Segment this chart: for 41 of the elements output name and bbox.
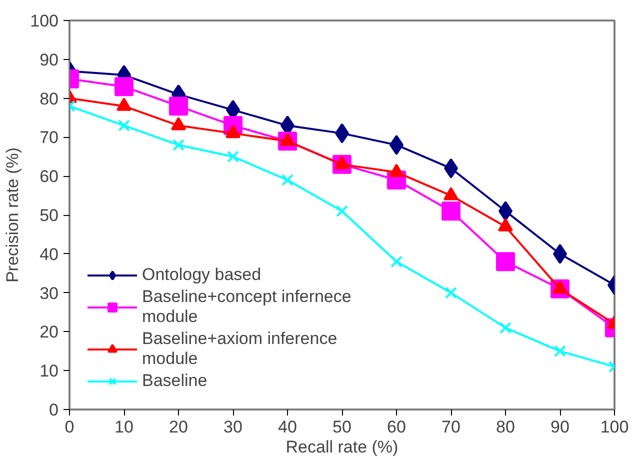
point — [282, 174, 294, 186]
x-axis-title: Recall rate (%) — [286, 438, 398, 456]
x-tick-label: 20 — [169, 418, 188, 436]
point — [442, 202, 460, 221]
y-tick-label: 10 — [40, 362, 59, 381]
x-tick-label: 70 — [442, 418, 460, 436]
y-tick-label: 50 — [40, 206, 59, 225]
y-tick-label: 70 — [40, 128, 59, 148]
y-tick-label: 100 — [30, 12, 59, 30]
x-tick-label: 60 — [387, 418, 406, 436]
point — [114, 77, 134, 96]
x-tick-label: 100 — [600, 418, 629, 436]
legend-label: Baseline — [142, 371, 208, 391]
point — [445, 286, 457, 299]
x-tick-label: 90 — [550, 418, 570, 436]
point — [554, 345, 566, 358]
point — [336, 205, 348, 218]
legend-label: Baseline+concept infernece module — [142, 287, 352, 327]
y-tick-label: 80 — [40, 89, 59, 108]
point — [118, 120, 130, 132]
legend-label: Ontology based — [142, 265, 262, 285]
point — [227, 150, 239, 163]
y-tick-label: 30 — [40, 284, 59, 303]
y-tick-label: 60 — [40, 167, 59, 186]
y-tick-label: 40 — [40, 244, 59, 264]
y-axis-title: Precision rate (%) — [3, 147, 22, 283]
x-tick-label: 10 — [114, 418, 134, 436]
legend-label: Baseline+axiom inference module — [142, 329, 338, 369]
y-tick-label: 0 — [49, 400, 59, 420]
x-tick-label: 30 — [224, 418, 242, 436]
point — [172, 139, 184, 151]
x-tick-label: 0 — [64, 418, 74, 436]
y-tick-label: 90 — [40, 50, 59, 70]
point — [500, 322, 512, 334]
x-tick-label: 40 — [278, 418, 297, 436]
point — [169, 96, 188, 116]
y-tick-label: 20 — [40, 322, 59, 342]
x-tick-label: 80 — [496, 418, 515, 436]
x-tick-label: 50 — [332, 418, 352, 436]
point — [496, 252, 515, 272]
point — [390, 256, 402, 268]
